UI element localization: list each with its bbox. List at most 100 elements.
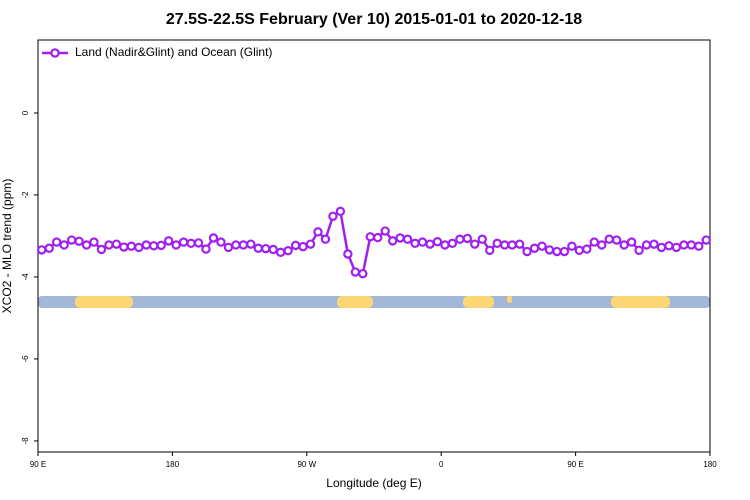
- point: [119, 242, 129, 252]
- point: [246, 239, 256, 249]
- point: [559, 246, 570, 257]
- point: [201, 244, 211, 254]
- chart-title: 27.5S-22.5S February (Ver 10) 2015-01-01…: [166, 11, 582, 28]
- point: [126, 241, 137, 251]
- point: [671, 242, 682, 253]
- point: [343, 249, 353, 259]
- point: [701, 235, 711, 245]
- point: [89, 237, 99, 247]
- point: [373, 232, 383, 243]
- point: [499, 240, 510, 250]
- point: [589, 237, 599, 247]
- point: [365, 232, 375, 242]
- legend-label: Land (Nadir&Glint) and Ocean (Glint): [75, 45, 272, 59]
- ocean-band: [38, 296, 710, 308]
- point: [694, 241, 704, 251]
- point: [462, 233, 473, 244]
- point: [320, 234, 331, 244]
- point: [626, 237, 637, 247]
- point: [231, 240, 241, 250]
- y-tick-label: -6: [21, 355, 30, 363]
- point: [425, 239, 435, 249]
- point: [395, 233, 405, 243]
- point: [477, 234, 487, 244]
- point: [193, 238, 204, 248]
- point: [410, 238, 420, 249]
- land-segment: [337, 296, 373, 308]
- point: [619, 240, 629, 250]
- point: [44, 243, 54, 253]
- point: [66, 235, 77, 245]
- y-tick-label: -8: [21, 437, 30, 445]
- point: [178, 237, 189, 247]
- point: [104, 240, 114, 250]
- point: [686, 240, 697, 250]
- point: [298, 241, 308, 252]
- point: [186, 238, 196, 249]
- point: [283, 246, 293, 256]
- point: [380, 226, 390, 236]
- point: [51, 237, 62, 247]
- point: [447, 238, 458, 249]
- point: [253, 243, 263, 253]
- land-segment: [611, 296, 670, 308]
- y-axis-label: XCO2 - MLO trend (ppm): [0, 179, 14, 314]
- point: [74, 236, 84, 246]
- point: [492, 238, 502, 249]
- point: [664, 241, 674, 251]
- point: [134, 242, 144, 253]
- point: [402, 234, 413, 244]
- land-segment: [507, 296, 512, 303]
- x-tick-label: 90 E: [567, 460, 583, 469]
- point: [290, 240, 301, 251]
- point: [223, 242, 234, 253]
- point: [208, 233, 219, 243]
- point: [350, 267, 361, 277]
- point: [507, 240, 517, 250]
- y-tick-label: -4: [21, 273, 30, 281]
- point: [141, 240, 151, 250]
- point: [81, 240, 92, 250]
- point: [149, 241, 159, 251]
- point: [268, 244, 278, 255]
- point: [537, 241, 547, 251]
- land-segment: [463, 296, 494, 308]
- point: [275, 247, 286, 258]
- point: [574, 245, 585, 256]
- point: [59, 240, 69, 250]
- point: [552, 246, 562, 257]
- x-tick-label: 0: [439, 460, 444, 469]
- point: [470, 239, 480, 249]
- x-tick-label: 90 E: [30, 460, 46, 469]
- point: [679, 240, 689, 250]
- point: [432, 236, 443, 247]
- plot-frame: [37, 39, 711, 453]
- point: [111, 239, 122, 249]
- point: [582, 244, 592, 254]
- point: [567, 241, 577, 251]
- point: [455, 234, 465, 244]
- point: [313, 227, 323, 237]
- point: [387, 236, 398, 246]
- point: [656, 242, 667, 253]
- point: [216, 237, 226, 247]
- point: [485, 245, 495, 256]
- x-tick-label: 90 W: [297, 460, 316, 469]
- x-axis-label: Longitude (deg E): [326, 476, 421, 490]
- point: [522, 246, 532, 257]
- point: [634, 245, 644, 256]
- point: [335, 206, 346, 217]
- point: [514, 239, 525, 249]
- point: [544, 245, 555, 255]
- point: [238, 240, 249, 250]
- point: [417, 237, 428, 247]
- x-tick-label: 180: [703, 460, 717, 469]
- point: [171, 240, 181, 250]
- point: [261, 243, 271, 254]
- point: [163, 236, 174, 246]
- point: [597, 240, 607, 250]
- y-tick-label: 0: [21, 110, 30, 115]
- x-tick-label: 180: [166, 460, 180, 469]
- land-segment: [75, 296, 133, 308]
- point: [641, 240, 652, 250]
